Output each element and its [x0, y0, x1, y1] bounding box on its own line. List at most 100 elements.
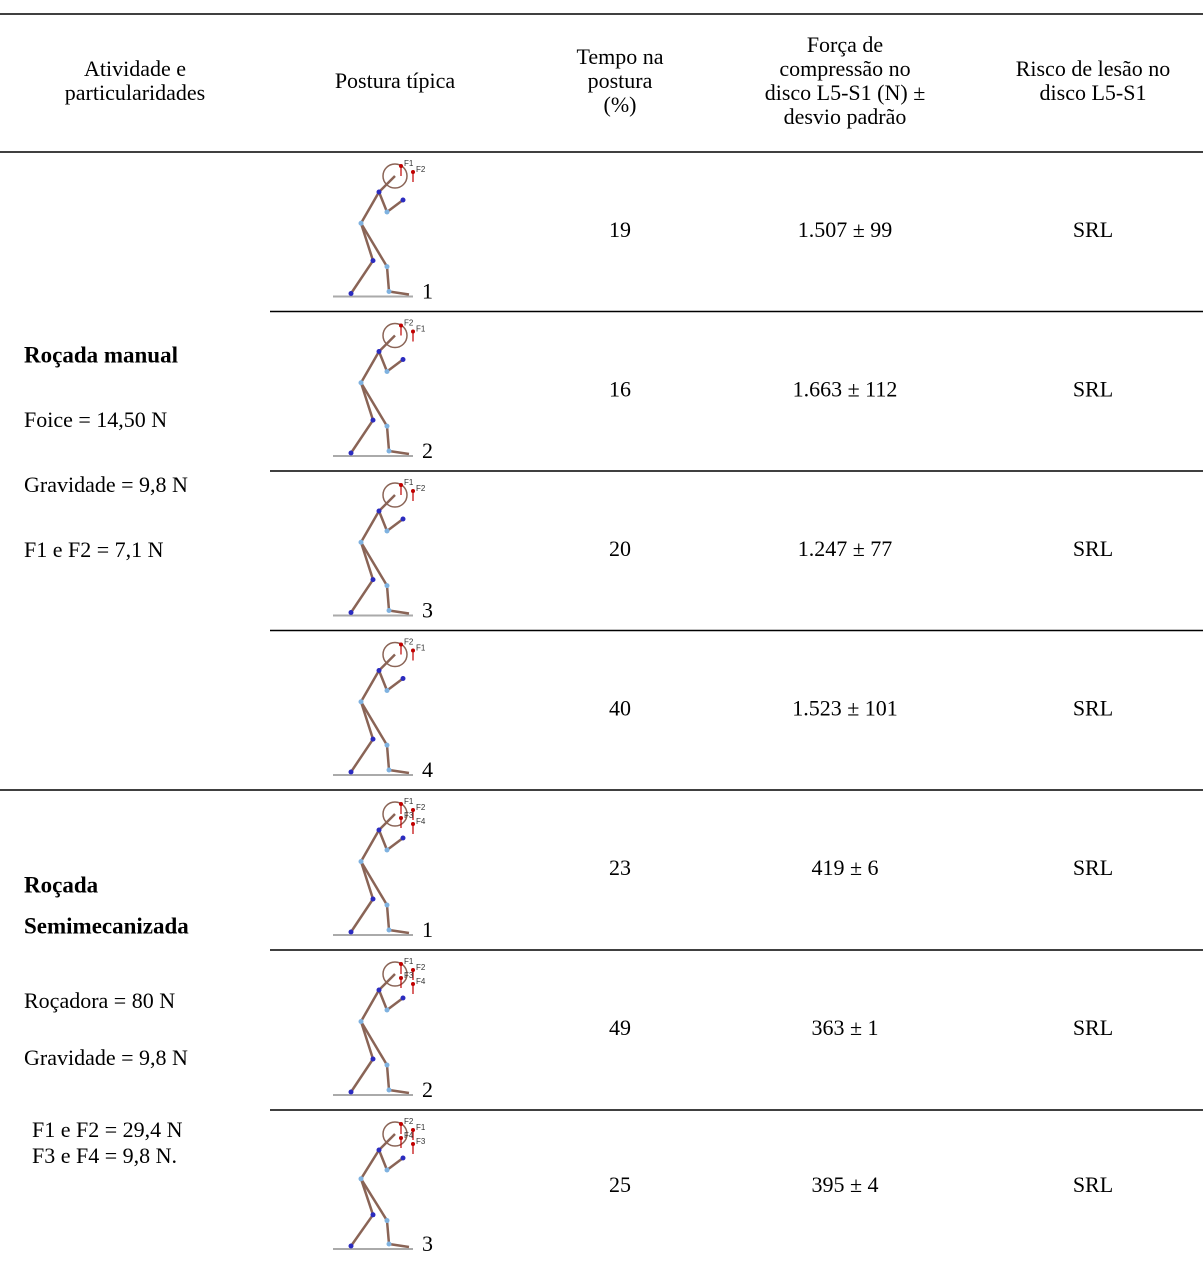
time-value: 16 [609, 376, 631, 401]
force-value: 1.507 ± 99 [798, 217, 893, 242]
joint [386, 767, 392, 773]
header-text: Postura típica [335, 68, 456, 93]
head [382, 482, 408, 508]
force-label: F2 [404, 319, 414, 328]
limb [377, 510, 389, 532]
risk-value: SRL [1073, 855, 1113, 880]
limb [377, 670, 389, 691]
joint [384, 264, 390, 270]
limb [359, 860, 389, 906]
risk-value: SRL [1073, 376, 1113, 401]
force-point [399, 164, 403, 168]
limb [359, 829, 381, 863]
joint [348, 1243, 354, 1249]
limb [359, 222, 375, 262]
limb [377, 1149, 389, 1171]
force-label: F3 [404, 971, 414, 980]
joint [348, 610, 354, 615]
joint [358, 539, 364, 545]
joint [384, 1062, 390, 1068]
time-value: 19 [609, 217, 631, 242]
force-point [399, 962, 403, 966]
joint [370, 736, 376, 742]
joint [400, 516, 406, 522]
joint [358, 220, 364, 226]
force-label: F3 [404, 811, 414, 820]
limb [388, 290, 410, 296]
time-value: 25 [609, 1172, 631, 1197]
joint [370, 896, 376, 902]
limb [386, 199, 404, 213]
force-label: F2 [416, 803, 426, 812]
limb [359, 510, 381, 543]
limb [385, 1220, 391, 1245]
limb [385, 585, 391, 611]
limb [359, 350, 381, 384]
posture-number: 4 [422, 757, 433, 782]
risk-value: SRL [1073, 217, 1113, 242]
limb [385, 904, 391, 931]
head [382, 1121, 408, 1147]
posture-number: 1 [422, 279, 433, 304]
force-label: F1 [404, 478, 414, 487]
limb [359, 701, 375, 740]
header-text: (%) [604, 92, 637, 117]
joint [384, 528, 390, 534]
limb [359, 541, 375, 581]
force-point [399, 483, 403, 487]
force-value: 1.663 ± 112 [793, 376, 898, 401]
limb [388, 449, 410, 456]
header-text: particularidades [65, 80, 206, 105]
header-text: postura [588, 68, 653, 93]
force-point [411, 329, 415, 334]
limb [359, 222, 389, 268]
group-note: F1 e F2 = 29,4 N [32, 1117, 183, 1142]
limb [359, 541, 389, 587]
joint [384, 742, 390, 748]
joint [358, 859, 364, 864]
force-point [411, 1128, 415, 1132]
group-note: F1 e F2 = 7,1 N [24, 537, 164, 562]
force-point [411, 822, 415, 826]
limb [388, 609, 410, 615]
force-label: F4 [416, 817, 426, 826]
joint [384, 583, 390, 589]
limb [349, 738, 375, 773]
force-label: F2 [416, 484, 426, 493]
limb [388, 928, 410, 935]
force-point [411, 170, 415, 174]
posture-number: 3 [422, 598, 433, 623]
risk-value: SRL [1073, 1172, 1113, 1197]
force-point [411, 1142, 415, 1146]
force-label: F2 [404, 638, 414, 647]
joint [386, 927, 392, 933]
limb [359, 1021, 375, 1060]
limb [388, 1088, 410, 1095]
joint [400, 357, 406, 362]
group-note: Roçadora = 80 N [24, 988, 175, 1013]
limb [386, 677, 404, 692]
force-label: F1 [416, 644, 426, 653]
time-value: 49 [609, 1015, 631, 1040]
joint [376, 349, 382, 354]
joint [348, 291, 354, 296]
limb [359, 382, 375, 421]
risk-value: SRL [1073, 1015, 1113, 1040]
joint [358, 1019, 364, 1024]
joint [384, 902, 390, 908]
joint [370, 258, 376, 264]
joint [376, 987, 382, 993]
risk-value: SRL [1073, 536, 1113, 561]
group-note: Gravidade = 9,8 N [24, 472, 188, 497]
time-value: 23 [609, 855, 631, 880]
head [382, 961, 408, 987]
force-label: F1 [416, 325, 426, 334]
time-value: 20 [609, 536, 631, 561]
head [382, 641, 408, 668]
force-point [411, 808, 415, 812]
limb [385, 266, 391, 292]
group-title: Roçada [24, 872, 99, 897]
header-text: disco L5-S1 (N) ± [765, 80, 926, 105]
header-text: Atividade e [84, 56, 186, 81]
force-label: F1 [404, 797, 414, 806]
